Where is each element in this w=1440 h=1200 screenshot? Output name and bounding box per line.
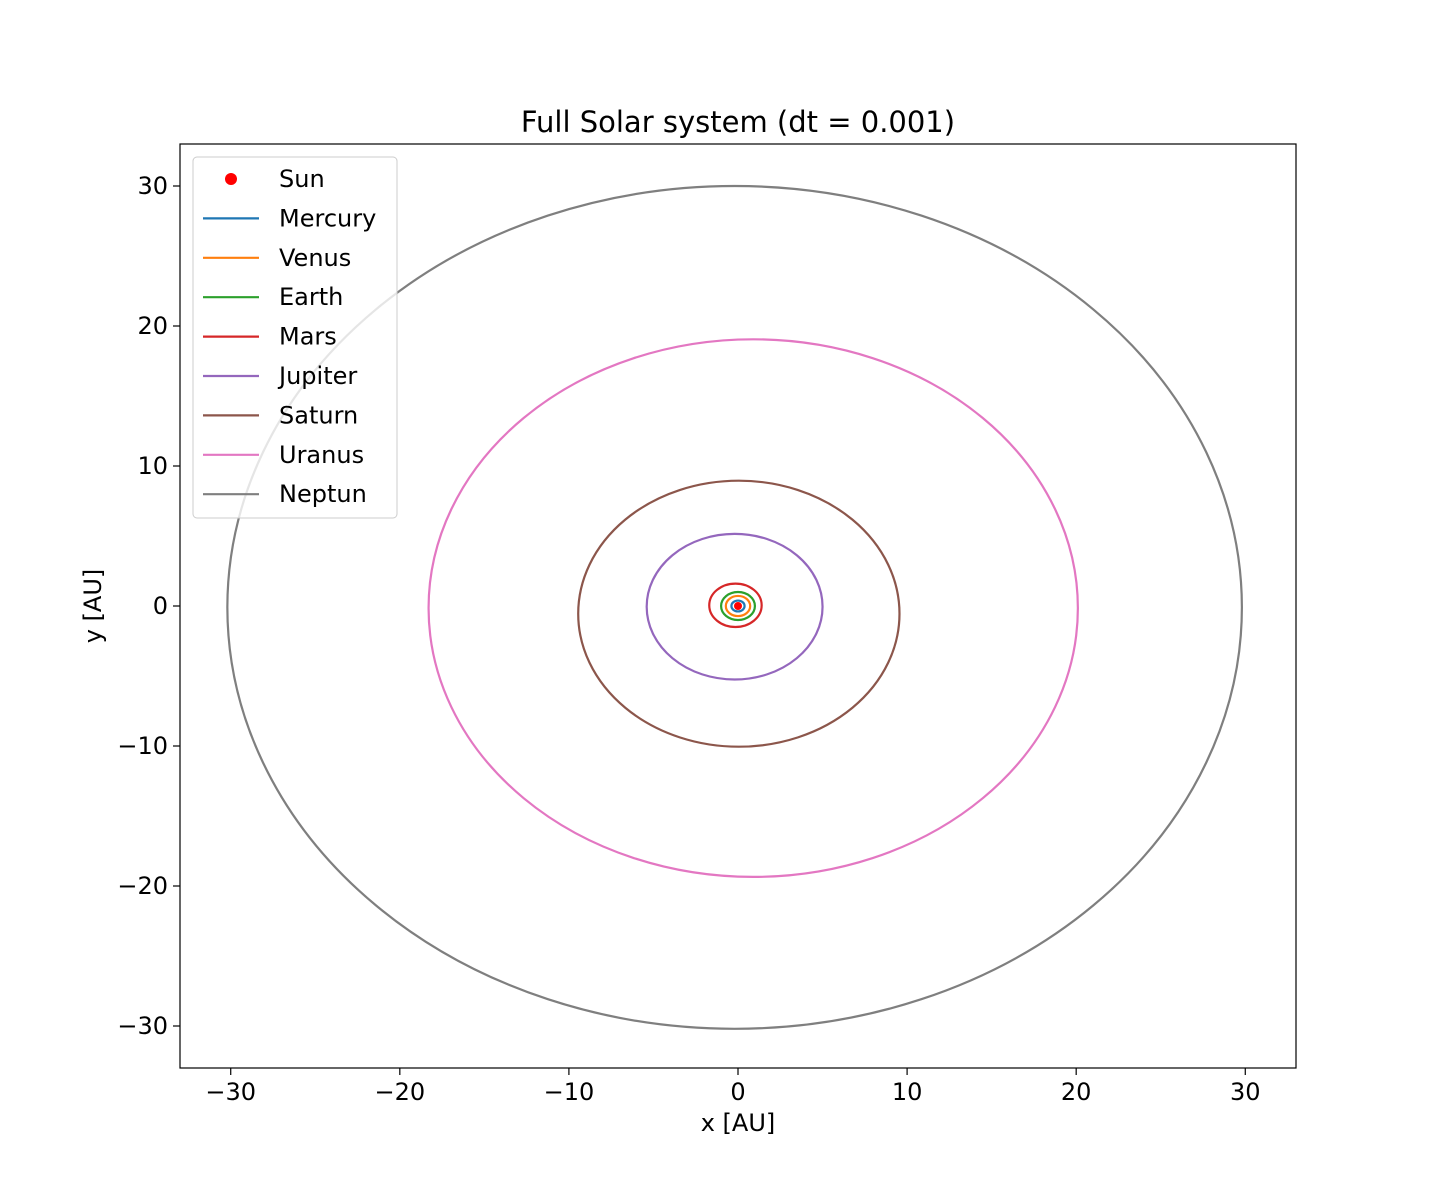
x-axis-label: x [AU]	[701, 1109, 776, 1137]
legend-box	[192, 156, 398, 519]
y-tick-label: 20	[137, 312, 168, 340]
orbit-mercury	[730, 599, 746, 613]
plot-area	[226, 184, 1243, 1030]
orbit-uranus	[427, 338, 1079, 878]
y-tick-label: 10	[137, 452, 168, 480]
sun-marker	[734, 602, 742, 610]
orbit-venus	[724, 594, 752, 618]
legend-label-sun: Sun	[279, 165, 325, 193]
legend-label-uranus: Uranus	[279, 441, 364, 469]
legend-marker-sun	[225, 173, 237, 185]
x-tick-label: 20	[1061, 1078, 1092, 1106]
legend-label-earth: Earth	[279, 283, 343, 311]
legend-label-saturn: Saturn	[279, 401, 358, 429]
x-tick-label: 10	[892, 1078, 923, 1106]
orbit-neptun	[226, 184, 1243, 1030]
orbit-jupiter	[645, 532, 824, 681]
legend-label-jupiter: Jupiter	[277, 362, 357, 390]
legend-label-neptun: Neptun	[279, 480, 367, 508]
x-tick-label: 30	[1230, 1078, 1261, 1106]
orbit-earth	[719, 590, 757, 622]
y-tick-label: 0	[153, 592, 168, 620]
y-tick-label: 30	[137, 172, 168, 200]
orbit-saturn	[577, 479, 901, 748]
legend: Sun Mercury Venus Earth Mars Jupiter Saturn Ura…	[192, 156, 398, 519]
x-tick-label: −30	[205, 1078, 256, 1106]
x-tick-label: 0	[730, 1078, 745, 1106]
x-tick-label: −10	[544, 1078, 595, 1106]
y-axis-label: y [AU]	[79, 569, 107, 644]
chart-title: Full Solar system (dt = 0.001)	[521, 105, 955, 139]
legend-label-venus: Venus	[279, 244, 351, 272]
y-tick-label: −20	[117, 872, 168, 900]
x-tick-label: −20	[374, 1078, 425, 1106]
legend-label-mercury: Mercury	[279, 204, 376, 232]
orbit-mars	[708, 582, 763, 629]
y-tick-label: −10	[117, 732, 168, 760]
y-tick-label: −30	[117, 1012, 168, 1040]
legend-label-mars: Mars	[279, 323, 337, 351]
axis-ticks: −30 −20 −10 0 10 20 30 −30 −20 −10 0 10 20 30	[117, 172, 1260, 1106]
axes-frame	[179, 143, 1297, 1069]
